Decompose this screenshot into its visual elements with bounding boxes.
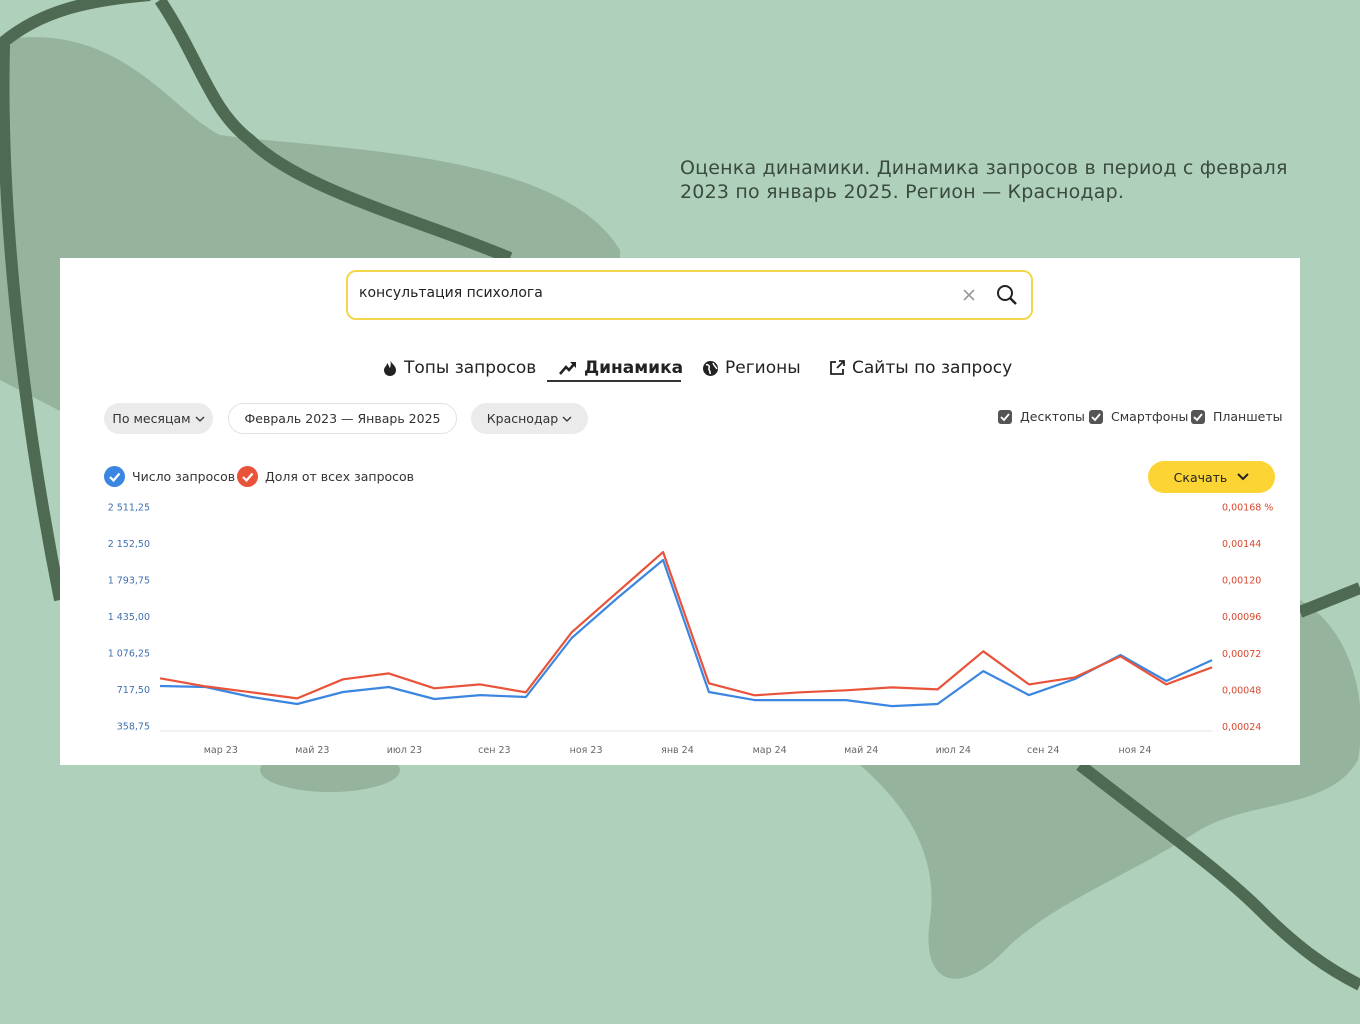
y2-tick-label: 0,00120 — [1222, 576, 1261, 587]
x-tick-label: ноя 23 — [570, 745, 603, 756]
region-select[interactable]: Краснодар — [471, 403, 588, 434]
legend-check[interactable] — [237, 466, 258, 487]
device-label[interactable]: Планшеты — [1213, 409, 1283, 424]
tab[interactable]: Сайты по запросу — [828, 358, 1012, 378]
legend-label[interactable]: Доля от всех запросов — [265, 469, 415, 484]
tab[interactable]: Динамика — [558, 358, 683, 378]
y2-tick-label: 0,00144 — [1222, 539, 1261, 550]
region-label[interactable]: Краснодар — [486, 411, 559, 426]
x-tick-label: ноя 24 — [1119, 745, 1152, 756]
y2-tick-label: 0,00048 — [1222, 685, 1261, 696]
tab-underline — [547, 380, 681, 382]
x-tick-label: сен 24 — [1027, 745, 1059, 756]
range-label[interactable]: Февраль 2023 — Январь 2025 — [244, 411, 441, 426]
x-tick-label: сен 23 — [478, 745, 510, 756]
tab-label[interactable]: Динамика — [584, 358, 684, 378]
y-tick-label: 2 511,25 — [108, 503, 150, 514]
trend-icon — [559, 362, 576, 375]
fire-icon — [384, 360, 396, 376]
legend-label[interactable]: Число запросов — [132, 469, 236, 484]
range-select[interactable]: Февраль 2023 — Январь 2025 — [228, 403, 457, 434]
tab-label[interactable]: Топы запросов — [404, 358, 537, 378]
y-tick-label: 717,50 — [117, 685, 150, 696]
panel — [60, 258, 1300, 765]
y-tick-label: 1 793,75 — [108, 576, 150, 587]
y-tick-label: 1 076,25 — [108, 649, 150, 660]
tab[interactable]: Регионы — [702, 358, 801, 378]
chevron — [1237, 473, 1250, 481]
y-tick-label: 358,75 — [117, 722, 150, 733]
checkbox[interactable] — [998, 409, 1012, 424]
legend-item[interactable]: Число запросов — [104, 466, 235, 487]
caption: Оценка динамики. Динамика запросов в пер… — [680, 157, 1288, 203]
x-tick-label: янв 24 — [661, 745, 694, 756]
device-checkbox[interactable]: Планшеты — [1191, 409, 1283, 424]
x-tick-label: июл 23 — [387, 745, 422, 756]
x-tick-label: июл 24 — [936, 745, 971, 756]
link-icon — [830, 360, 845, 375]
checkbox[interactable] — [1089, 409, 1103, 424]
y-tick-label: 1 435,00 — [108, 612, 150, 623]
tab[interactable]: Топы запросов — [382, 358, 536, 378]
download-label[interactable]: Скачать — [1173, 469, 1228, 485]
legend-check[interactable] — [104, 466, 125, 487]
series-line — [159, 558, 1213, 708]
x-tick-label: май 24 — [844, 745, 878, 756]
clear-icon[interactable] — [962, 288, 976, 302]
chevron — [195, 416, 205, 422]
device-checkbox[interactable]: Смартфоны — [1089, 409, 1188, 424]
x-tick-label: май 23 — [295, 745, 329, 756]
y2-tick-label: 0,00072 — [1222, 649, 1261, 660]
grouping-label[interactable]: По месяцам — [112, 411, 191, 426]
y2-tick-label: 0,00096 — [1222, 612, 1261, 623]
grouping-select[interactable]: По месяцам — [104, 403, 213, 434]
device-checkbox[interactable]: Десктопы — [998, 409, 1085, 424]
checkbox[interactable] — [1191, 409, 1205, 424]
legend-item[interactable]: Доля от всех запросов — [237, 466, 414, 487]
search-icon[interactable] — [996, 284, 1018, 306]
device-label[interactable]: Десктопы — [1020, 409, 1085, 424]
y2-tick-label: 0,00024 — [1222, 722, 1261, 733]
series-line — [159, 551, 1213, 700]
search-box[interactable]: консультация психолога — [346, 270, 1033, 320]
globe-icon — [703, 360, 718, 376]
download-button[interactable]: Скачать — [1148, 461, 1275, 493]
x-tick-label: мар 23 — [204, 745, 238, 756]
tab-label[interactable]: Сайты по запросу — [852, 358, 1013, 378]
tab-label[interactable]: Регионы — [725, 358, 801, 378]
device-label[interactable]: Смартфоны — [1111, 409, 1189, 424]
y-tick-label: 2 152,50 — [108, 539, 150, 550]
search-query[interactable]: консультация психолога — [359, 285, 543, 301]
chevron — [562, 416, 572, 422]
y2-tick-label: 0,00168 % — [1222, 503, 1273, 514]
x-tick-label: мар 24 — [753, 745, 787, 756]
